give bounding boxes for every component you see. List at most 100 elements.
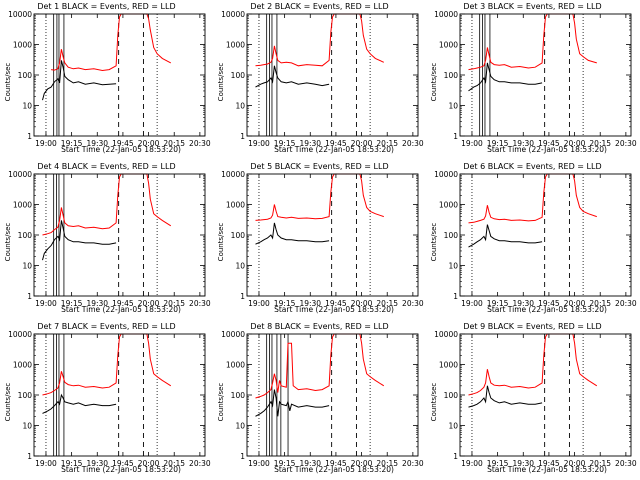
events-series-line <box>42 60 117 101</box>
x-tick-label: 20:15 <box>163 459 185 468</box>
events-series-line <box>468 385 543 408</box>
x-tick-label: 20:15 <box>589 459 611 468</box>
x-tick-label: 20:15 <box>376 299 398 308</box>
x-tick-label: 19:15 <box>487 299 509 308</box>
x-tick-label: 19:30 <box>512 459 534 468</box>
plot-frame <box>33 173 206 297</box>
x-tick-label: 19:30 <box>512 299 534 308</box>
x-tick-label: 20:30 <box>402 139 424 148</box>
y-axis-label: Counts/sec <box>430 382 438 422</box>
y-tick-label: 100 <box>444 231 459 240</box>
y-tick-label: 100 <box>18 231 33 240</box>
x-tick-label: 20:30 <box>189 459 211 468</box>
y-tick-label: 1 <box>453 452 458 461</box>
y-tick-label: 1 <box>240 132 245 141</box>
x-tick-label: 20:00 <box>351 139 373 148</box>
x-tick-label: 19:30 <box>299 459 321 468</box>
lld-series-line <box>42 173 172 236</box>
y-tick-label: 10000 <box>434 10 458 19</box>
y-axis-label: Counts/sec <box>430 222 438 262</box>
y-tick-label: 1 <box>27 292 32 301</box>
x-axis-label: Start Time (22-Jan-05 18:53:20) <box>61 465 181 474</box>
y-tick-label: 10 <box>448 422 458 431</box>
x-tick-label: 19:15 <box>487 459 509 468</box>
detector-panel-4: 1 10 100 1000 10000 19:00 19:15 19:30 19:45 20:00… <box>0 160 213 320</box>
x-tick-label: 19:00 <box>248 459 270 468</box>
chart-title: Det 7 BLACK = Events, RED = LLD <box>37 322 176 331</box>
lld-series-line <box>255 333 385 399</box>
x-tick-label: 20:15 <box>163 139 185 148</box>
y-tick-label: 10 <box>22 262 32 271</box>
x-tick-label: 19:45 <box>325 459 347 468</box>
y-tick-label: 10000 <box>434 330 458 339</box>
x-tick-label: 20:15 <box>376 459 398 468</box>
x-axis-label: Start Time (22-Jan-05 18:53:20) <box>487 145 607 154</box>
chart-svg: 1 10 100 1000 10000 19:00 19:15 19:30 19:45 20:00… <box>221 10 424 148</box>
x-axis-label: Start Time (22-Jan-05 18:53:20) <box>274 145 394 154</box>
x-tick-label: 19:45 <box>112 299 134 308</box>
y-tick-label: 100 <box>231 231 246 240</box>
plot-frame <box>33 333 206 457</box>
detector-panel-5: 1 10 100 1000 10000 19:00 19:15 19:30 19:45 20:00… <box>213 160 426 320</box>
y-tick-label: 10 <box>448 102 458 111</box>
x-tick-label: 19:00 <box>461 299 483 308</box>
y-tick-label: 100 <box>18 391 33 400</box>
x-tick-label: 20:30 <box>615 139 637 148</box>
lld-series-line <box>51 13 172 72</box>
plot-frame <box>246 333 419 457</box>
x-tick-label: 20:00 <box>351 459 373 468</box>
detector-panel-2: 1 10 100 1000 10000 19:00 19:15 19:30 19:45 20:00… <box>213 0 426 160</box>
x-tick-label: 20:00 <box>564 139 586 148</box>
x-tick-label: 19:15 <box>274 299 296 308</box>
chart-svg: 1 10 100 1000 10000 19:00 19:15 19:30 19:45 20:00… <box>8 170 211 308</box>
y-tick-label: 10000 <box>221 170 245 179</box>
x-tick-label: 19:15 <box>61 459 83 468</box>
y-tick-label: 1000 <box>439 201 458 210</box>
chart-svg: 1 10 100 1000 10000 19:00 19:15 19:30 19:45 20:00… <box>434 170 637 308</box>
plot-frame <box>33 13 206 137</box>
x-tick-label: 19:45 <box>538 139 560 148</box>
chart-svg: 1 10 100 1000 10000 19:00 19:15 19:30 19:45 20:00… <box>8 10 211 148</box>
events-series-line <box>468 62 543 92</box>
x-tick-label: 20:30 <box>189 299 211 308</box>
x-tick-label: 19:45 <box>538 459 560 468</box>
chart-title: Det 4 BLACK = Events, RED = LLD <box>37 162 176 171</box>
y-tick-label: 1 <box>27 452 32 461</box>
y-tick-label: 1000 <box>13 361 32 370</box>
plot-frame <box>246 173 419 297</box>
y-axis-label: Counts/sec <box>4 382 12 422</box>
lld-series-line <box>255 13 385 67</box>
y-tick-label: 100 <box>444 391 459 400</box>
y-tick-label: 1 <box>453 292 458 301</box>
y-axis-label: Counts/sec <box>4 62 12 102</box>
chart-title: Det 6 BLACK = Events, RED = LLD <box>463 162 602 171</box>
x-tick-label: 19:00 <box>35 459 57 468</box>
events-series-line <box>255 222 330 245</box>
y-tick-label: 10 <box>235 262 245 271</box>
y-tick-label: 1000 <box>439 41 458 50</box>
lld-series-line <box>255 173 384 221</box>
x-tick-label: 19:30 <box>512 139 534 148</box>
y-tick-label: 1 <box>240 292 245 301</box>
x-tick-label: 19:45 <box>325 299 347 308</box>
y-tick-label: 1000 <box>13 41 32 50</box>
x-tick-label: 20:00 <box>138 459 160 468</box>
chart-title: Det 3 BLACK = Events, RED = LLD <box>463 2 602 11</box>
x-tick-label: 20:00 <box>564 459 586 468</box>
plot-frame <box>459 333 632 457</box>
x-tick-label: 20:30 <box>189 139 211 148</box>
chart-svg: 1 10 100 1000 10000 19:00 19:15 19:30 19:45 20:00… <box>221 170 424 308</box>
x-tick-label: 19:00 <box>461 139 483 148</box>
y-tick-label: 1000 <box>13 201 32 210</box>
x-axis-label: Start Time (22-Jan-05 18:53:20) <box>274 305 394 314</box>
chart-svg: 1 10 100 1000 10000 19:00 19:15 19:30 19:45 20:00… <box>221 330 424 468</box>
y-tick-label: 10000 <box>221 10 245 19</box>
x-tick-label: 19:00 <box>35 299 57 308</box>
y-tick-label: 1 <box>240 452 245 461</box>
x-tick-label: 20:30 <box>402 299 424 308</box>
x-tick-label: 19:00 <box>248 299 270 308</box>
detector-panel-3: 1 10 100 1000 10000 19:00 19:15 19:30 19:45 20:00… <box>426 0 639 160</box>
x-tick-label: 19:00 <box>248 139 270 148</box>
y-axis-label: Counts/sec <box>217 222 225 262</box>
